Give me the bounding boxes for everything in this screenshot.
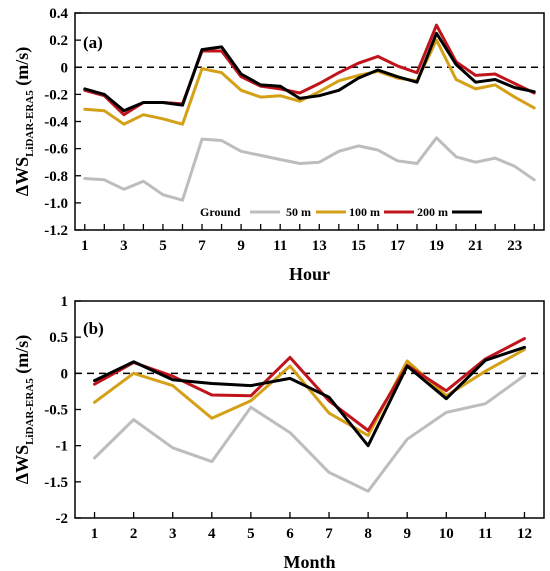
legend-label-200m: 200 m	[417, 205, 448, 219]
panel-a-series-100m-line	[83, 38, 536, 126]
panel-a-xtick-label: 23	[507, 238, 522, 254]
panel-a-ytick-label: -0.2	[44, 87, 68, 103]
panel-a-xtick-label: 19	[429, 238, 444, 254]
panel-b-xtick-label: 7	[325, 526, 333, 542]
panel-b-xtick-label: 1	[91, 526, 99, 542]
panel-a-ytick-label: 0	[61, 60, 69, 76]
panel-b-x-axis-label: Month	[283, 552, 335, 571]
panel-a-label: (a)	[83, 33, 103, 52]
panel-a-ytick-label: 0.4	[49, 6, 68, 22]
panel-b-ytick-label: -0.5	[44, 403, 68, 419]
panel-a-ytick-label: -1.0	[44, 196, 68, 212]
panel-a-xtick-label: 9	[237, 238, 245, 254]
panel-b-ytick-label: 0	[61, 366, 69, 382]
panel-b-series-ground-line	[93, 345, 526, 448]
panel-a-xtick-label: 11	[273, 238, 287, 254]
panel-b-xtick-label: 8	[364, 526, 372, 542]
panel-a-xtick-label: 17	[390, 238, 406, 254]
panel-b-ytick-label: -2	[56, 511, 69, 527]
panel-b-xtick-label: 6	[286, 526, 294, 542]
panel-a-ytick-label: -1.2	[44, 223, 68, 239]
legend-label-100m: 100 m	[349, 205, 380, 219]
panel-a-series-ground-line	[83, 31, 536, 113]
panel-b-y-axis-label: ΔWSLiDAR-ERA5 (m/s)	[12, 335, 36, 484]
panel-b-xtick-label: 11	[478, 526, 492, 542]
panel-b-xtick-label: 9	[403, 526, 411, 542]
panel-b-xtick-label: 5	[247, 526, 255, 542]
panel-b-ytick-label: 0.5	[49, 330, 68, 346]
panel-b-ytick-label: -1	[56, 439, 69, 455]
panel-a-legend: Ground 50 m 100 m 200 m	[200, 205, 482, 219]
panel-a-x-axis-label: Hour	[289, 264, 330, 284]
panel-a-xtick-label: 5	[159, 238, 167, 254]
panel-b-xtick-label: 3	[169, 526, 177, 542]
panel-b-series-100m-line	[93, 348, 526, 437]
panel-b-xtick-label: 12	[517, 526, 532, 542]
panel-a-ytick-label: -0.8	[44, 169, 68, 185]
legend-label-50m: 50 m	[286, 205, 311, 219]
panel-a-xtick-label: 21	[468, 238, 483, 254]
panel-b-xtick-label: 2	[130, 526, 138, 542]
panel-b-series-50m-line	[93, 374, 526, 493]
panel-a-series-50m-line	[83, 136, 536, 202]
panel-a-xtick-label: 13	[312, 238, 327, 254]
panel-a-xtick-label: 1	[81, 238, 89, 254]
panel-a-ytick-label: -0.6	[44, 142, 68, 158]
panel-b-xtick-label: 4	[208, 526, 216, 542]
panel-a-ytick-label: -0.4	[44, 115, 68, 131]
panel-a-y-axis-label: ΔWSLiDAR-ERA5 (m/s)	[12, 47, 36, 196]
panel-b-chart: 10.50-0.5-1-1.5-21 2 3 4 5 6 7 8 9 10 11 12(b)Month…	[12, 294, 545, 571]
panel-a-chart: 0.40.20-0.2-0.4-0.6-0.8-1.0-1.21 3 5 7 9 11 13…	[12, 6, 545, 284]
panel-b-ytick-label: -1.5	[44, 475, 68, 491]
panel-a-ytick-label: 0.2	[49, 33, 68, 49]
panel-b-series-200m-line	[93, 337, 526, 432]
panel-b-label: (b)	[83, 319, 104, 338]
panel-a-xtick-label: 7	[198, 238, 206, 254]
panel-a-plot-frame	[74, 12, 545, 231]
legend-title: Ground	[200, 205, 241, 219]
panel-b-xtick-label: 10	[439, 526, 454, 542]
panel-b-ytick-label: 1	[61, 294, 69, 310]
panel-b-plot-frame	[74, 300, 545, 519]
panel-a-xtick-label: 15	[351, 238, 366, 254]
panel-a-xtick-label: 3	[120, 238, 128, 254]
